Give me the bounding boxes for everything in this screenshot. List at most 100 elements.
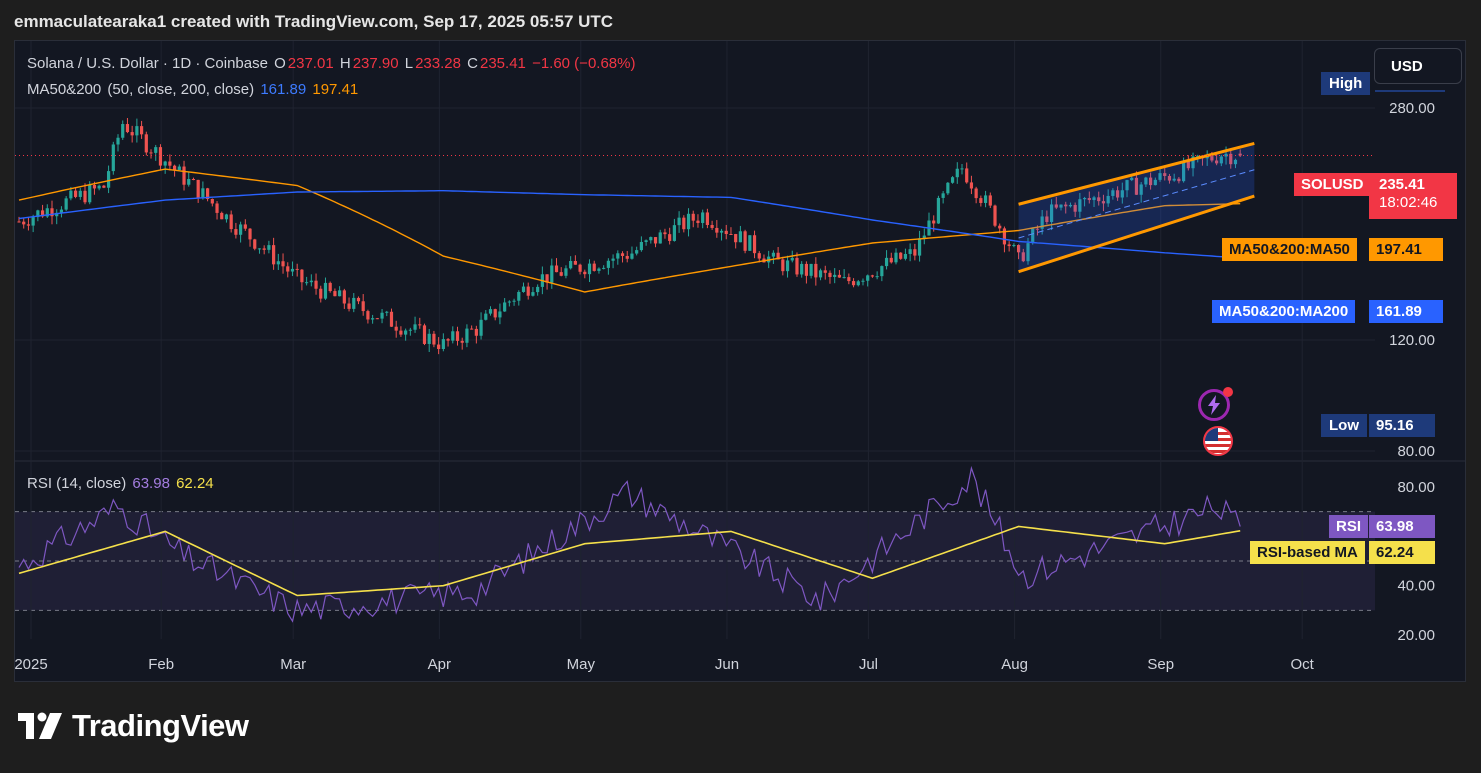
candle [644,240,648,243]
candle [833,274,837,277]
candle [210,198,214,204]
candle [569,261,573,269]
candle [182,166,186,185]
candle [1087,198,1091,201]
lightning-event-icon[interactable] [1198,389,1230,421]
candle [861,280,865,282]
candle [158,147,163,166]
candle [828,272,832,277]
candle [1158,173,1162,180]
candle [630,253,634,259]
candle [50,208,54,217]
currency-button[interactable]: USD [1374,48,1462,84]
candle [253,239,257,249]
x-tick-label: Oct [1291,656,1315,673]
candle [441,339,445,350]
price-chart[interactable]: 2025 Feb Mar Apr May Jun Jul Aug Sep Oct 280.00 120… [15,41,1466,682]
candle [352,297,356,309]
candle [752,235,757,254]
x-tick-label: Jun [715,656,739,673]
candle [743,231,747,251]
candle [1097,197,1101,202]
candle [78,190,82,197]
candle [771,252,775,257]
candle [276,261,280,265]
candle [1153,179,1157,186]
x-tick-label: Sep [1147,656,1174,673]
candle [507,301,511,303]
candle [1210,156,1214,161]
tradingview-logo[interactable]: TradingView [18,708,249,744]
candle [488,309,493,314]
candle [305,282,309,284]
candle [814,263,818,278]
candle [776,252,780,260]
candle [880,266,884,277]
candle [102,185,106,188]
symbol-title[interactable]: Solana / U.S. Dollar · 1D · Coinbase [27,55,268,72]
channel-midline [1018,169,1255,239]
candle [333,291,337,297]
candle [319,288,323,299]
open-value: 237.01 [287,55,334,72]
candle [1021,252,1025,262]
y-tick-label: 280.00 [1389,100,1435,117]
candle [413,324,417,330]
y-tick-label: 20.00 [1397,627,1435,644]
candle [187,179,191,185]
ma200-tag-value: 161.89 [1369,300,1443,323]
candle [1035,228,1040,230]
candle [899,252,903,259]
open-label: O [274,55,286,72]
rsi-legend[interactable]: RSI (14, close) 63.98 62.24 [27,475,216,492]
ma50-tag: MA50&200:MA50 [1222,238,1357,261]
candle [785,260,790,272]
candle [950,177,955,183]
candle [55,212,59,217]
candle [309,280,313,283]
candle [1139,184,1143,195]
candle [503,302,507,312]
channel-upper-line [1018,141,1255,206]
x-tick-label: Aug [1001,656,1028,673]
candle [1031,228,1035,244]
candle [649,237,653,241]
candle [1068,204,1073,207]
tradingview-logo-icon [18,711,64,741]
ma-legend[interactable]: MA50&200 (50, close, 200, close) 161.89 … [27,81,360,98]
candle [597,268,601,271]
candle [545,274,549,283]
candle [724,230,728,234]
candle [521,286,526,292]
candle [1111,190,1115,196]
candle [361,301,365,312]
candle [592,263,596,271]
notification-dot-icon [1223,387,1233,397]
close-value: 235.41 [480,55,526,72]
price-tag-value: 235.41 [1379,176,1425,193]
candle [1196,155,1200,157]
ma-title: MA50&200 [27,81,102,98]
us-flag-icon[interactable] [1203,426,1233,456]
chart-panel[interactable]: 2025 Feb Mar Apr May Jun Jul Aug Sep Oct 280.00 120… [14,40,1466,682]
candle [1040,216,1044,229]
candle [1002,228,1007,245]
candle [17,221,21,223]
ma50-tag-value: 197.41 [1369,238,1443,261]
candle [1172,178,1176,181]
candle [257,248,262,250]
candle [427,333,431,344]
y-tick-label: 80.00 [1397,479,1435,496]
candle [125,124,130,133]
candle [375,318,379,320]
candle [983,195,988,203]
candle [88,184,92,203]
candle [26,224,31,226]
candle [408,329,412,331]
candle [455,331,460,341]
candle [1186,161,1190,169]
candle [1215,160,1219,164]
candle [422,325,427,344]
ma200-line [18,190,1241,259]
candle [1064,204,1068,207]
